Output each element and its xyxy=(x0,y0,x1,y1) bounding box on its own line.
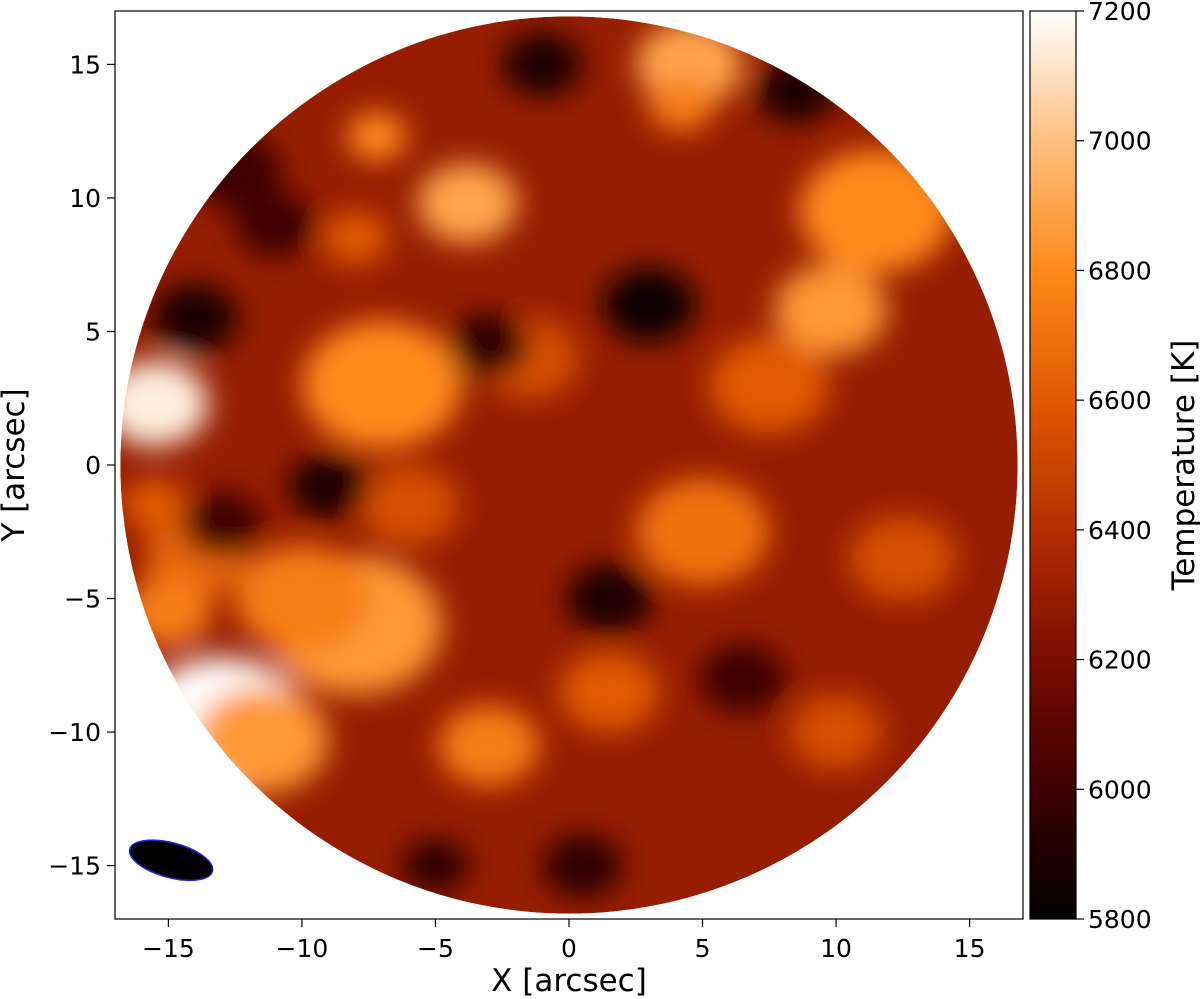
temperature-feature xyxy=(635,478,770,586)
temperature-feature xyxy=(438,705,539,786)
temperature-feature xyxy=(358,465,459,546)
temperature-feature xyxy=(181,491,262,556)
temperature-feature xyxy=(565,563,653,634)
y-tick-label: −10 xyxy=(48,718,101,747)
y-tick-label: −5 xyxy=(64,585,101,614)
temperature-feature xyxy=(235,545,369,652)
temperature-feature xyxy=(602,267,696,343)
colorbar-tick-label: 6000 xyxy=(1088,775,1152,804)
x-tick-label: −5 xyxy=(417,934,454,963)
temperature-feature xyxy=(417,163,518,244)
y-tick-label: 5 xyxy=(85,317,101,346)
colorbar-ticks: 5800 6000 6200 6400 6600 6800 7000 7200 xyxy=(1076,0,1152,934)
temperature-feature xyxy=(120,360,209,447)
temperature-feature xyxy=(773,264,888,356)
beam-ellipse xyxy=(128,839,214,882)
temperature-feature xyxy=(799,149,953,273)
x-tick-label: 15 xyxy=(954,934,986,963)
temperature-feature xyxy=(235,192,316,257)
temperature-feature xyxy=(542,833,623,898)
temperature-feature xyxy=(288,454,369,519)
colorbar-tick-label: 7200 xyxy=(1088,0,1152,26)
temperature-feature xyxy=(402,838,469,893)
colorbar-tick-label: 6400 xyxy=(1088,516,1152,545)
temperature-feature xyxy=(346,112,407,161)
x-tick-label: 5 xyxy=(695,934,711,963)
y-tick-label: 10 xyxy=(69,184,101,213)
x-tick-label: −15 xyxy=(142,934,195,963)
x-tick-label: 10 xyxy=(820,934,852,963)
colorbar-label: Temperature [K] xyxy=(1166,340,1200,592)
y-tick-label: 0 xyxy=(85,451,101,480)
colorbar-tick-label: 6600 xyxy=(1088,386,1152,415)
temperature-feature xyxy=(151,283,239,353)
temperature-features xyxy=(120,21,957,898)
temperature-feature xyxy=(125,577,212,647)
temperature-feature xyxy=(755,59,837,124)
temperature-feature xyxy=(121,478,189,532)
temperature-feature xyxy=(699,643,786,714)
temperature-feature xyxy=(301,320,463,449)
temperature-feature xyxy=(195,686,329,794)
temperature-feature xyxy=(558,651,660,733)
x-tick-label: −10 xyxy=(276,934,329,963)
colorbar: 5800 6000 6200 6400 6600 6800 7000 7200 Tempera… xyxy=(1029,0,1200,934)
temperature-feature xyxy=(709,336,830,433)
temperature-feature xyxy=(321,211,389,265)
y-axis-label: Y [arcsec] xyxy=(0,388,32,542)
temperature-feature xyxy=(502,32,583,97)
colorbar-tick-label: 7000 xyxy=(1088,127,1152,156)
x-axis-label: X [arcsec] xyxy=(491,963,647,999)
y-tick-label: −15 xyxy=(48,852,101,881)
colorbar-tick-label: 6800 xyxy=(1088,256,1152,285)
temperature-feature xyxy=(789,694,883,770)
x-tick-label: 0 xyxy=(561,934,577,963)
x-axis: −15 −10 −5 0 5 10 15 xyxy=(142,919,985,963)
temperature-feature xyxy=(849,515,957,602)
colorbar-tick-label: 5800 xyxy=(1088,905,1152,934)
map-panel: −15 −10 −5 0 5 10 15 −15 −10 −5 0 5 10 15 X [arcsec]… xyxy=(0,10,1024,999)
y-tick-label: 15 xyxy=(69,50,101,79)
colorbar-tick-label: 6200 xyxy=(1088,646,1152,675)
y-axis: −15 −10 −5 0 5 10 15 xyxy=(48,50,115,881)
temperature-feature xyxy=(647,77,715,132)
colorbar-gradient xyxy=(1029,10,1077,920)
field-of-view xyxy=(120,16,1018,914)
temperature-feature xyxy=(448,312,529,377)
